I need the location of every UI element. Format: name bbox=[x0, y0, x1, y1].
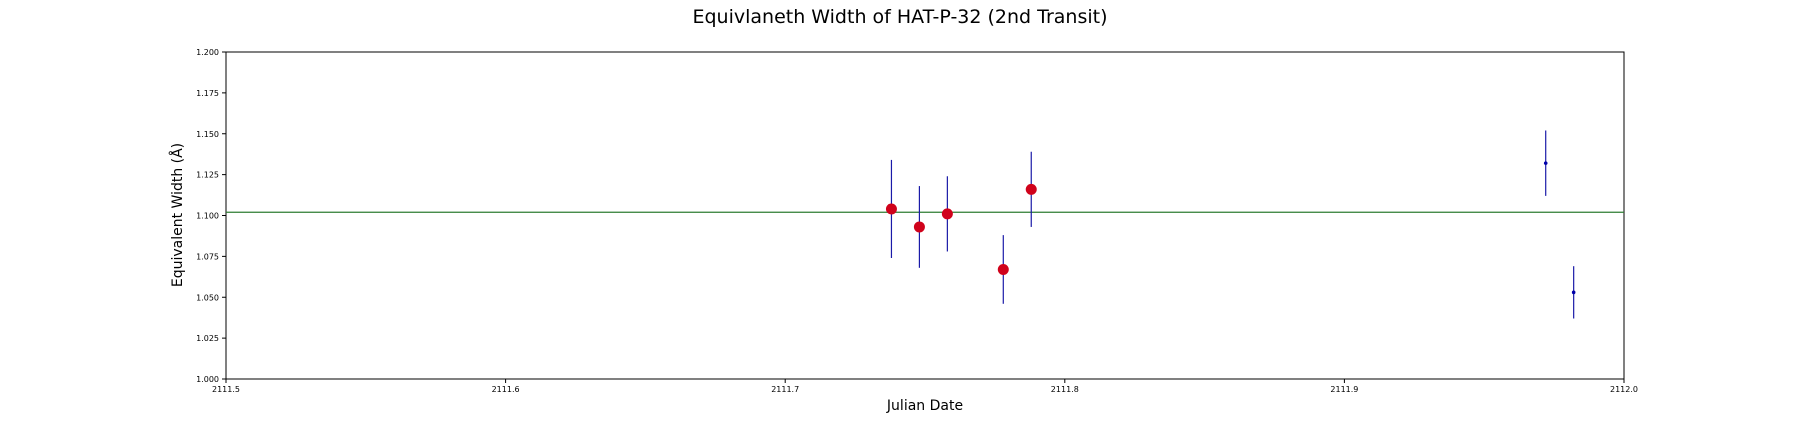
plot-frame bbox=[225, 51, 1625, 380]
data-point-blue bbox=[1571, 290, 1576, 295]
y-tick-label: 1.150 bbox=[196, 130, 219, 139]
x-tick-label: 2112.0 bbox=[1610, 385, 1638, 394]
data-point-red bbox=[913, 221, 925, 233]
y-tick-label: 1.175 bbox=[196, 89, 219, 98]
y-tick-label: 1.100 bbox=[196, 212, 219, 221]
x-axis-label: Julian Date bbox=[886, 398, 963, 414]
y-tick-label: 1.025 bbox=[196, 334, 219, 343]
y-tick-label: 1.000 bbox=[196, 375, 219, 384]
data-point-red bbox=[885, 203, 897, 215]
data-point-red bbox=[941, 208, 953, 220]
data-point-blue bbox=[1543, 161, 1548, 165]
data-point-red bbox=[1025, 183, 1037, 195]
y-tick-label: 1.050 bbox=[196, 293, 219, 302]
chart-title: Equivlaneth Width of HAT-P-32 (2nd Trans… bbox=[692, 6, 1107, 28]
y-tick-label: 1.075 bbox=[196, 252, 219, 261]
x-tick-label: 2111.9 bbox=[1330, 385, 1358, 394]
y-tick-label: 1.200 bbox=[196, 48, 219, 57]
y-axis-label: Equivalent Width (Å) bbox=[169, 143, 186, 287]
x-tick-label: 2111.6 bbox=[492, 385, 520, 394]
y-tick-label: 1.125 bbox=[196, 171, 219, 180]
x-tick-label: 2111.5 bbox=[212, 385, 240, 394]
data-point-red bbox=[997, 263, 1009, 275]
x-tick-label: 2111.8 bbox=[1051, 385, 1079, 394]
x-tick-label: 2111.7 bbox=[771, 385, 799, 394]
